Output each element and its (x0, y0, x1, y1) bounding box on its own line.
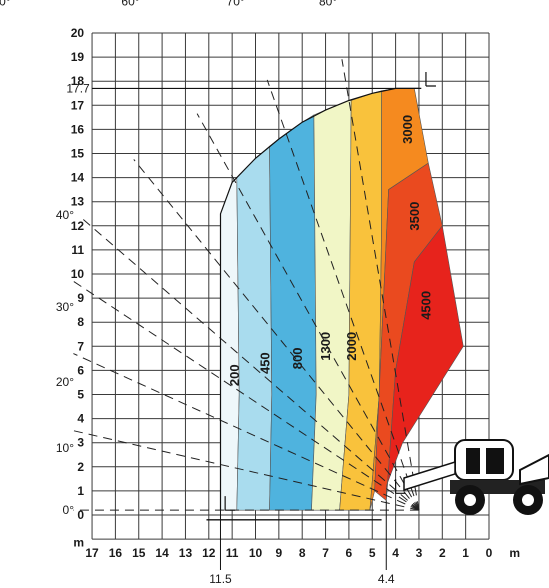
x-tick-label: 1 (462, 546, 469, 560)
x-tick-label: 17 (85, 546, 99, 560)
angle-label-30: 30° (56, 300, 74, 314)
y-tick-label: 14 (71, 171, 85, 185)
fork-icon (425, 72, 436, 87)
zone-label-3000: 3000 (400, 115, 415, 144)
zone-label-200: 200 (227, 364, 242, 386)
y-tick-label: 15 (71, 147, 85, 161)
engine-hood (519, 453, 549, 486)
telehandler-icon (403, 439, 549, 515)
angle-label-40: 40° (56, 208, 74, 222)
x-tick-label: 16 (109, 546, 123, 560)
x-tick-label: 10 (249, 546, 263, 560)
y-tick-label: 18 (71, 74, 85, 88)
y-tick-label: 10 (71, 267, 85, 281)
min-reach-label: 4.4 (378, 572, 395, 586)
angle-line-70 (266, 79, 420, 511)
x-tick-label: 8 (299, 546, 306, 560)
fork-icon (395, 479, 406, 494)
y-tick-label: 19 (71, 50, 85, 64)
x-tick-label: 14 (155, 546, 169, 560)
x-tick-label: 6 (346, 546, 353, 560)
y-tick-label: 6 (77, 363, 84, 377)
angle-line-80 (341, 59, 420, 511)
axis-ticks: 17 16 15 14 13 12 11 10 9 8 7 6 5 4 3 2 1 0 m2019181716151… (71, 26, 520, 560)
y-tick-label: 2 (77, 460, 84, 474)
wheel-hub (522, 494, 534, 506)
angle-label-0: 0° (63, 503, 75, 517)
y-tick-label: 9 (77, 291, 84, 305)
zone-label-3500: 3500 (407, 202, 422, 231)
zone-800 (269, 114, 317, 511)
angle-line-20 (73, 353, 420, 511)
x-tick-label: 2 (439, 546, 446, 560)
y-tick-label: 8 (77, 315, 84, 329)
fork-icon (224, 496, 236, 511)
y-tick-label: 12 (71, 219, 85, 233)
load-zones: 200 450 800 1300 2000 3000 3500 4500 (220, 88, 464, 511)
angle-label-10: 10° (56, 441, 74, 455)
angle-label-20: 20° (56, 375, 74, 389)
zone-label-450: 450 (258, 352, 273, 374)
y-tick-label: 3 (77, 436, 84, 450)
angle-label-50: 50° (0, 0, 11, 9)
x-tick-label: 3 (416, 546, 423, 560)
y-tick-label: 16 (71, 122, 85, 136)
boom-arm (403, 460, 456, 492)
y-tick-label: 17 (71, 98, 85, 112)
zone-label-800: 800 (290, 347, 305, 369)
x-tick-label: 15 (132, 546, 146, 560)
angle-label-70: 70° (227, 0, 245, 9)
annotations: 17.7 11.5 4.4 (66, 81, 419, 586)
cab-window (466, 448, 480, 474)
angle-line-30 (73, 280, 420, 511)
x-tick-label: 5 (369, 546, 376, 560)
y-tick-label: 13 (71, 195, 85, 209)
x-tick-label: 12 (202, 546, 216, 560)
zone-label-2000: 2000 (344, 332, 359, 361)
zone-label-4500: 4500 (419, 291, 434, 320)
wheel-hub (464, 494, 476, 506)
angle-label-60: 60° (121, 0, 139, 9)
zone-label-1300: 1300 (318, 332, 333, 361)
x-tick-label: 7 (322, 546, 329, 560)
zone-200 (220, 176, 240, 511)
y-tick-label: 1 (77, 484, 84, 498)
x-tick-label: 11 (226, 546, 239, 560)
cab-shape (454, 439, 514, 481)
max-reach-label: 11.5 (209, 572, 232, 586)
x-tick-label: 9 (276, 546, 283, 560)
x-tick-label: 13 (179, 546, 193, 560)
x-tick-label: 0 (486, 546, 493, 560)
x-tick-label: 4 (392, 546, 399, 560)
y-axis-unit: m (73, 536, 84, 550)
angle-label-80: 80° (319, 0, 337, 9)
cab-window (486, 448, 504, 474)
x-axis-unit: m (509, 546, 520, 560)
y-tick-label: 0 (77, 508, 84, 522)
y-tick-label: 4 (77, 412, 84, 426)
y-tick-label: 11 (71, 243, 84, 257)
y-tick-label: 7 (77, 339, 84, 353)
y-tick-label: 20 (71, 26, 85, 40)
max-height-label: 17.7 (66, 81, 90, 95)
y-tick-label: 5 (77, 388, 84, 402)
zone-450 (236, 145, 273, 511)
angle-line-50 (133, 159, 420, 511)
